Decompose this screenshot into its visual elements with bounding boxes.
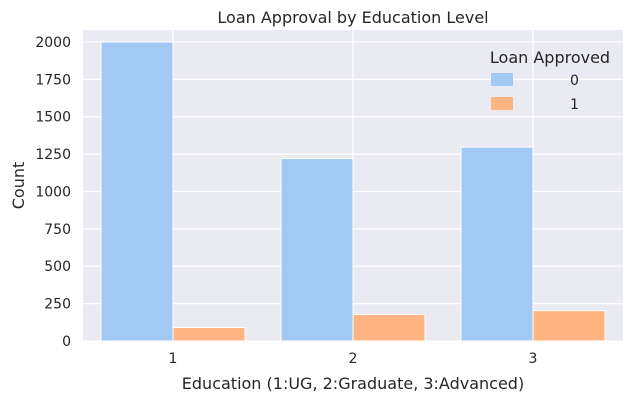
- legend: Loan Approved 0 1: [490, 48, 610, 113]
- y-axis-ticks: 0 250 500 750 1000 1250 1500 1750 2000: [35, 35, 71, 350]
- legend-label-1: 1: [570, 97, 579, 113]
- bar-cat1-series0: [100, 41, 174, 342]
- bar-cat1-series1: [172, 327, 246, 342]
- legend-swatch-0: [491, 73, 513, 86]
- x-axis-ticks: 1 2 3: [169, 351, 538, 367]
- y-tick-label: 1250: [35, 147, 71, 163]
- y-tick-label: 1750: [35, 72, 71, 88]
- legend-title: Loan Approved: [490, 48, 610, 67]
- bar-cat2-series0: [280, 158, 354, 342]
- x-axis-label: Education (1:UG, 2:Graduate, 3:Advanced): [182, 374, 524, 393]
- y-tick-label: 1500: [35, 110, 71, 126]
- x-tick-label: 1: [169, 351, 178, 367]
- x-tick-label: 3: [529, 351, 538, 367]
- y-tick-label: 500: [44, 259, 71, 275]
- y-tick-label: 250: [44, 297, 71, 313]
- y-tick-label: 2000: [35, 35, 71, 51]
- legend-swatch-1: [491, 97, 513, 110]
- y-tick-label: 0: [62, 334, 71, 350]
- chart-title: Loan Approval by Education Level: [217, 8, 488, 27]
- bar-cat2-series1: [352, 314, 426, 342]
- bar-cat3-series0: [460, 146, 534, 342]
- y-tick-label: 750: [44, 222, 71, 238]
- bar-cat3-series1: [532, 310, 606, 342]
- y-axis-label: Count: [9, 162, 28, 210]
- y-tick-label: 1000: [35, 184, 71, 200]
- legend-label-0: 0: [570, 73, 579, 89]
- x-tick-label: 2: [349, 351, 358, 367]
- bars: [100, 41, 606, 342]
